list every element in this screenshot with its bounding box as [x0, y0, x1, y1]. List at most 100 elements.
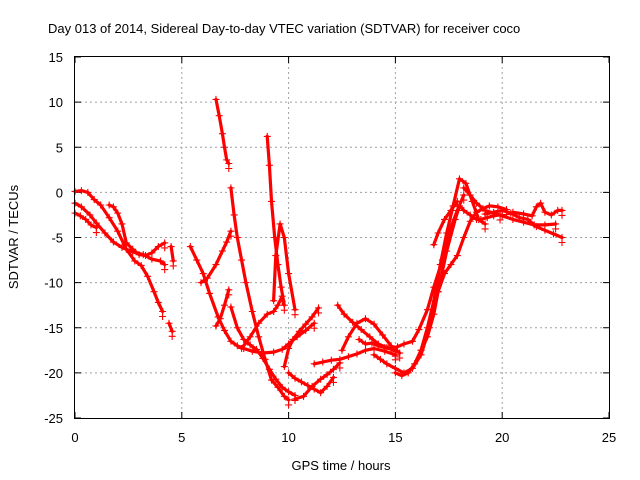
data-point [272, 375, 280, 383]
data-point [218, 130, 226, 138]
data-point [265, 161, 273, 169]
series-arc-5 [165, 319, 176, 340]
data-point [558, 239, 566, 246]
tick-labels: 0 5 10 15 20 25 -25 -20 -15 -10 -5 0 5 10 15 [44, 50, 616, 445]
data-point [218, 247, 226, 255]
series-arc-4 [105, 201, 169, 260]
data-point [344, 353, 352, 361]
series-trace [357, 193, 466, 351]
data-point [496, 216, 504, 224]
data-point [154, 298, 162, 306]
data-point [329, 378, 337, 386]
data-point [300, 392, 308, 400]
data-point [396, 354, 404, 362]
data-point [215, 112, 223, 120]
data-point [509, 215, 517, 223]
data-point [302, 320, 310, 328]
data-point [268, 197, 276, 205]
data-point [168, 332, 176, 340]
data-point [77, 203, 85, 211]
series-trace [214, 288, 231, 328]
chart-title: Day 013 of 2014, Sidereal Day-to-day VTE… [48, 21, 520, 36]
data-point [76, 212, 84, 220]
data-point [225, 164, 233, 172]
data-point [291, 311, 299, 319]
y-tick-label: -5 [51, 231, 63, 246]
series-trace [272, 222, 297, 312]
data-point [462, 179, 470, 187]
data-point [297, 378, 305, 386]
data-point [148, 255, 156, 263]
data-point [161, 244, 169, 252]
data-point [223, 238, 231, 246]
data-point [270, 297, 278, 305]
data-point [430, 310, 438, 318]
data-point [310, 360, 318, 368]
data-point [197, 279, 205, 287]
data-point [265, 365, 273, 373]
data-point [528, 212, 536, 220]
series-trace [229, 186, 291, 402]
data-point [291, 374, 299, 382]
data-point [285, 369, 293, 377]
data-point [466, 191, 474, 199]
data-point [280, 363, 288, 371]
data-point [368, 339, 376, 347]
data-point [520, 210, 528, 218]
data-point [212, 261, 220, 269]
data-point [278, 383, 286, 391]
series-arc-15 [270, 220, 299, 319]
series-arc-9 [212, 286, 233, 330]
data-point [199, 270, 207, 278]
data-point [361, 315, 369, 323]
series-arc-10 [212, 95, 233, 172]
data-point [370, 351, 378, 359]
data-point [361, 340, 369, 348]
data-point [135, 251, 143, 259]
data-point [400, 340, 408, 348]
data-point [460, 234, 468, 241]
data-point [336, 364, 344, 372]
data-point [253, 345, 261, 353]
series-trace [483, 208, 564, 240]
data-point [443, 229, 451, 237]
data-point [165, 319, 173, 327]
data-point [460, 184, 468, 192]
data-point [408, 337, 416, 345]
data-point [411, 360, 419, 368]
data-point [436, 261, 444, 269]
data-point [387, 345, 395, 353]
data-point [370, 345, 378, 353]
data-series [71, 95, 566, 409]
series-trace [240, 294, 284, 351]
data-point [114, 209, 122, 217]
data-point [374, 342, 382, 350]
data-point [323, 371, 331, 379]
data-point [430, 241, 438, 249]
data-point [308, 313, 316, 321]
data-point [295, 327, 303, 335]
data-point [460, 196, 468, 204]
data-point [310, 324, 318, 332]
data-point [447, 206, 455, 214]
x-tick-label: 20 [495, 430, 509, 445]
data-point [524, 215, 532, 223]
data-point [344, 333, 352, 341]
series-arc-16 [280, 304, 323, 371]
data-point [238, 345, 246, 353]
data-point [415, 326, 423, 334]
data-point [379, 331, 387, 339]
data-point [122, 239, 130, 247]
data-point [349, 318, 357, 326]
data-point [490, 208, 498, 216]
data-point [109, 203, 117, 211]
x-tick-label: 15 [388, 430, 402, 445]
data-point [532, 203, 540, 211]
data-point [515, 214, 523, 222]
series-trace [73, 189, 165, 314]
y-tick-label: -20 [44, 366, 63, 381]
data-point [87, 221, 95, 229]
data-point [141, 252, 149, 260]
data-point [285, 270, 293, 278]
x-tick-label: 25 [602, 430, 616, 445]
